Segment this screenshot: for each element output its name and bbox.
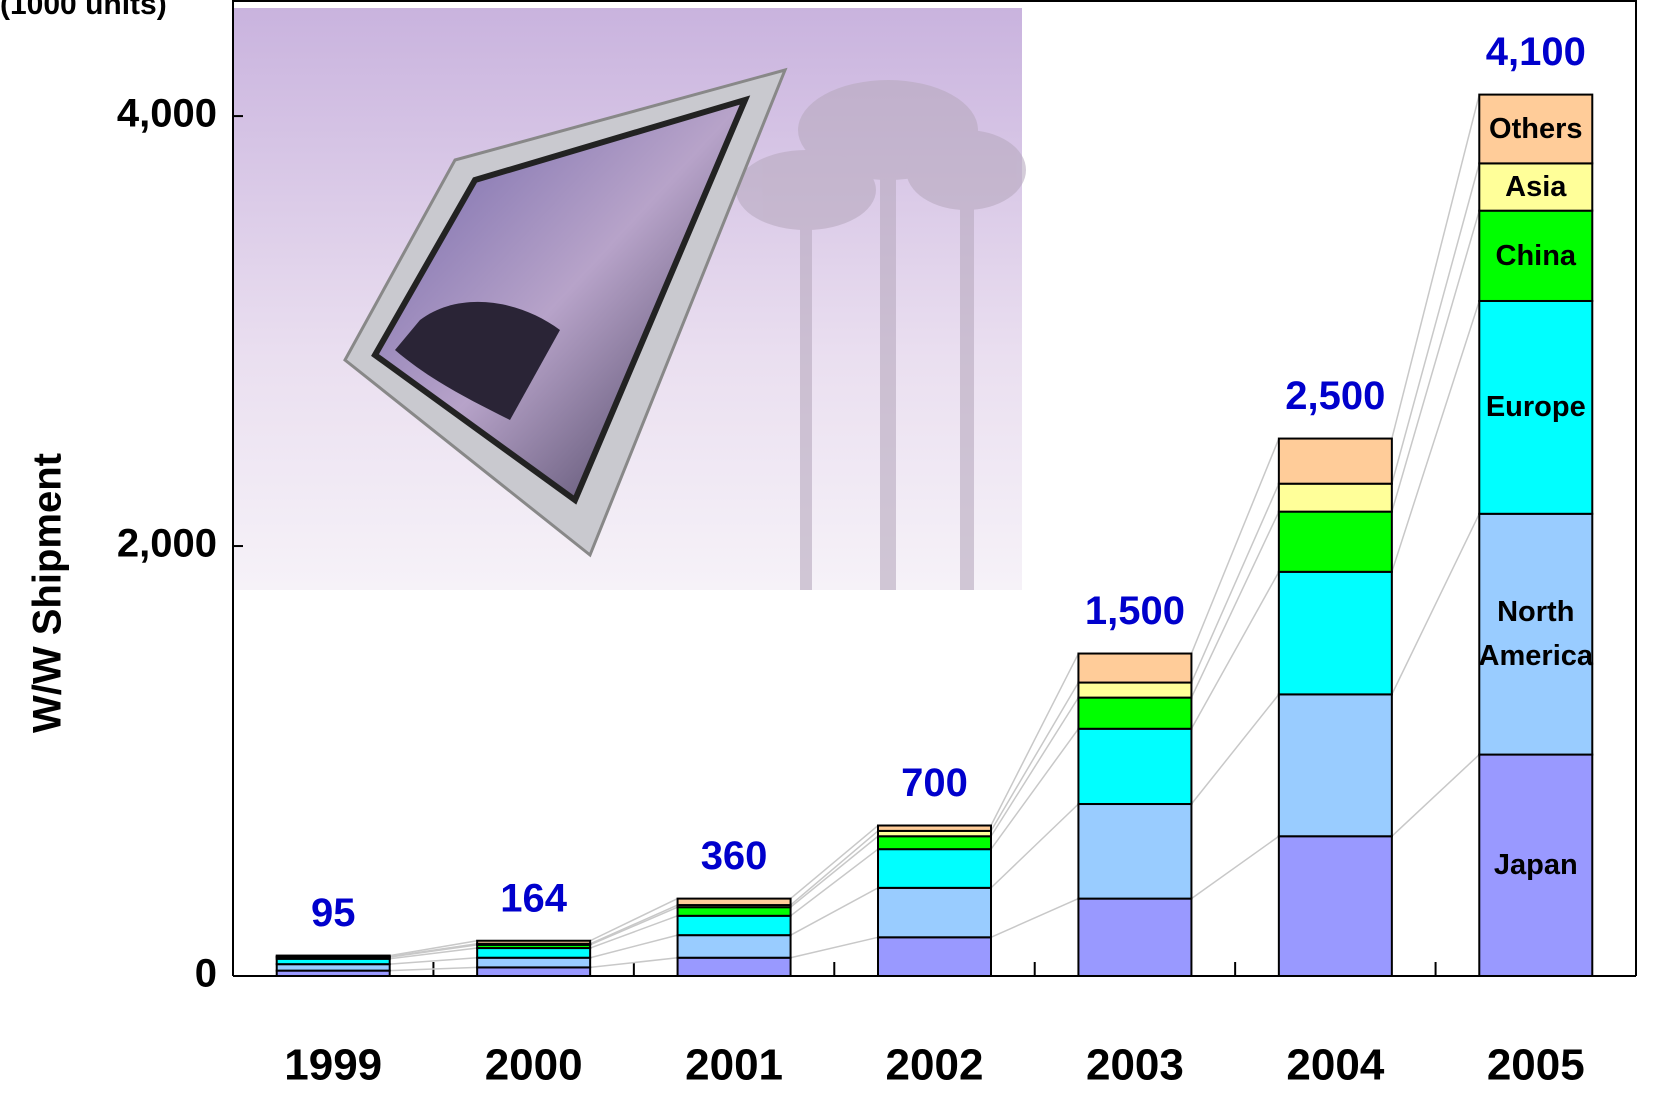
bar-segment [1279, 439, 1392, 484]
x-tick-label: 2004 [1286, 1041, 1384, 1090]
bar-segment [277, 956, 390, 957]
x-tick-label: 2005 [1487, 1041, 1585, 1090]
connector [1191, 512, 1278, 698]
y-tick-label: 2,000 [117, 522, 217, 566]
bar-segment [678, 916, 791, 935]
bar-segment [477, 967, 590, 976]
connector [1191, 572, 1278, 729]
bar-segment [678, 935, 791, 958]
bar-segment [1078, 698, 1191, 729]
legend-label: Asia [1456, 165, 1616, 209]
bar-segment [477, 941, 590, 944]
connector [991, 654, 1078, 826]
connector [991, 899, 1078, 938]
bar-segment [477, 958, 590, 968]
connector [791, 937, 878, 957]
bar-segment [678, 899, 791, 905]
photo [233, 8, 1026, 590]
connector [791, 831, 878, 905]
total-label: 164 [500, 876, 567, 920]
bar-segment [878, 888, 991, 937]
total-label: 360 [701, 834, 768, 878]
legend-label: Europe [1456, 385, 1616, 429]
bar-segment [1078, 804, 1191, 899]
x-tick-label: 1999 [284, 1041, 382, 1090]
connector [1191, 694, 1278, 804]
bar-segment [1078, 654, 1191, 683]
connector [791, 826, 878, 899]
x-tick-label: 2001 [685, 1041, 783, 1090]
unit-label: (1000 units) [0, 0, 167, 21]
bar-segment [1279, 694, 1392, 836]
bar-segment [678, 958, 791, 976]
x-tick-label: 2002 [886, 1041, 984, 1090]
bar-segment [1279, 484, 1392, 512]
chart: (1000 units) W/W Shipment 0 2,000 4,000 199… [0, 0, 1657, 1097]
legend-label: China [1456, 234, 1616, 278]
x-tick-label: 2003 [1086, 1041, 1184, 1090]
page: (1000 units) W/W Shipment 0 2,000 4,000 199… [0, 0, 1657, 1097]
bar-segment [878, 849, 991, 888]
bar-segment [1078, 899, 1191, 976]
x-tick-label: 2000 [485, 1041, 583, 1090]
connector [791, 849, 878, 916]
bar-segment [477, 948, 590, 958]
total-label: 2,500 [1285, 374, 1385, 418]
connector [590, 916, 677, 948]
connector [590, 899, 677, 941]
connector [791, 888, 878, 935]
total-label: 95 [311, 891, 356, 935]
bar-segment [1279, 512, 1392, 572]
connector [1191, 836, 1278, 898]
legend-label: Japan [1456, 843, 1616, 887]
total-label: 4,100 [1486, 30, 1586, 74]
bar-segment [678, 907, 791, 916]
bar-segment [1078, 683, 1191, 698]
total-label: 1,500 [1085, 589, 1185, 633]
connector [991, 698, 1078, 837]
legend-label: Others [1456, 107, 1616, 151]
bar-segment [878, 937, 991, 976]
connector [1191, 484, 1278, 683]
connector [1191, 439, 1278, 654]
connector [991, 683, 1078, 831]
bar-segment [1279, 572, 1392, 695]
bar-segment [878, 826, 991, 831]
bar-segment [1078, 729, 1191, 804]
total-label: 700 [901, 761, 968, 805]
bar-segment [1279, 836, 1392, 976]
y-axis-title: W/W Shipment [26, 453, 70, 733]
y-tick-label: 4,000 [117, 92, 217, 136]
bar-segment [878, 836, 991, 849]
connector [1392, 755, 1479, 837]
y-tick-label: 0 [195, 952, 217, 996]
connector [791, 836, 878, 907]
connector [991, 729, 1078, 849]
legend-label: North America [1456, 590, 1616, 678]
